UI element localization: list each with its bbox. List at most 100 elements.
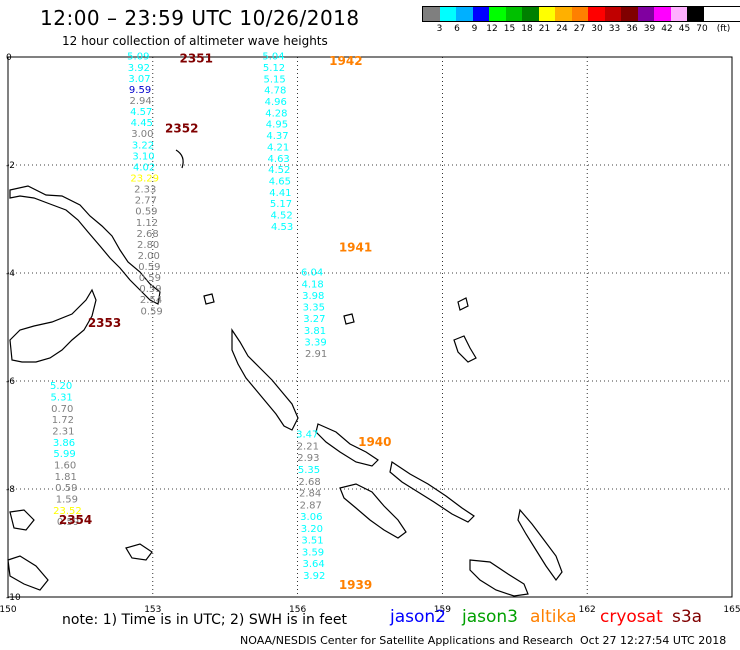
legend-value: 6 <box>454 24 460 34</box>
wave-height-label: 2.68 <box>136 229 158 240</box>
coastline-islet <box>343 313 355 325</box>
pass-time-label: 2352 <box>165 122 198 136</box>
wave-height-label: 3.92 <box>303 571 325 582</box>
coastline-new-georgia <box>339 483 407 539</box>
wave-height-label: 3.22 <box>132 140 154 151</box>
satellite-legend-altika: altika <box>530 607 577 627</box>
legend-value: 36 <box>626 24 638 34</box>
wave-height-label: 2.77 <box>135 196 157 207</box>
satellite-legend-s3a: s3a <box>672 607 703 627</box>
wave-height-label: 5.09 <box>127 52 149 63</box>
wave-height-label: 5.15 <box>263 74 285 85</box>
wave-height-label: 3.07 <box>128 74 150 85</box>
wave-height-label: 9.59 <box>129 85 151 96</box>
wave-height-label: 2.80 <box>137 240 159 251</box>
pass-time-label: 1942 <box>329 54 362 68</box>
chart-subtitle: 12 hour collection of altimeter wave hei… <box>62 34 328 48</box>
wave-height-label: 4.21 <box>267 142 289 153</box>
wave-height-label: 3.06 <box>300 512 322 523</box>
legend-swatch <box>522 7 539 21</box>
wave-height-label: 3.51 <box>301 536 323 547</box>
legend-value: 27 <box>573 24 586 34</box>
y-tick-label: -10 <box>6 593 21 603</box>
legend-swatch <box>538 7 555 21</box>
legend-swatch <box>687 7 704 21</box>
legend-value: 12 <box>486 24 498 34</box>
wave-height-label: 4.37 <box>266 131 288 142</box>
x-tick-label: 165 <box>723 605 740 615</box>
legend-value: 45 <box>678 24 691 34</box>
legend-swatch <box>588 7 605 21</box>
wave-height-label: 2.94 <box>130 96 152 107</box>
wave-height-label: 1.59 <box>56 495 78 506</box>
map-frame <box>7 56 733 598</box>
coastline-islet <box>203 293 215 305</box>
wave-height-label: 4.53 <box>271 222 293 233</box>
legend-value: 3 <box>436 24 443 34</box>
coastline-islet <box>125 543 153 561</box>
wave-height-label: 2.84 <box>299 489 321 500</box>
x-tick-label: 153 <box>144 605 161 615</box>
legend-swatch <box>670 7 687 21</box>
wave-height-label: 3.27 <box>303 314 325 325</box>
wave-height-label: 2.87 <box>300 500 322 511</box>
legend-value: 21 <box>538 24 551 34</box>
satellite-legend-jason2: jason2 <box>390 607 446 627</box>
legend-swatch <box>439 7 456 21</box>
chart-title: 12:00 – 23:59 UTC 10/26/2018 <box>40 6 360 30</box>
wave-height-label: 23.29 <box>130 173 159 184</box>
wave-height-label: 3.47 <box>296 430 318 441</box>
coastline-islet <box>175 149 184 169</box>
wave-height-label: 1.12 <box>136 218 158 229</box>
legend-value: 15 <box>503 24 516 34</box>
wave-height-label: 0.70 <box>51 404 73 415</box>
wave-height-label: 2.68 <box>298 477 320 488</box>
wave-height-label: 3.10 <box>132 151 154 162</box>
wave-height-label: 4.65 <box>269 176 291 187</box>
x-tick-label: 150 <box>0 605 17 615</box>
legend-value: 24 <box>556 24 568 34</box>
wave-height-label: 23.52 <box>53 506 82 517</box>
wave-height-label: 4.52 <box>270 210 292 221</box>
legend-swatch <box>571 7 588 21</box>
legend-value: 18 <box>521 24 533 34</box>
y-tick-label: 0 <box>6 53 12 63</box>
wave-height-label: 0.59 <box>135 207 157 218</box>
wave-height-label: 3.20 <box>301 524 323 535</box>
wave-height-color-legend: 3 6 9 12 15 18 21 24 27 30 33 36 39 42 45 70 (ft) <box>422 6 740 36</box>
y-tick-label: -6 <box>6 377 15 387</box>
legend-swatch <box>604 7 621 21</box>
altimeter-tracks: 5.093.923.079.592.944.574.453.003.223.10… <box>50 52 327 582</box>
legend-value: 70 <box>696 24 708 34</box>
wave-height-label: 4.41 <box>269 188 291 199</box>
y-tick-label: -8 <box>6 485 15 495</box>
coastline-santa-isabel <box>389 461 475 523</box>
wave-height-label: 0.59 <box>139 273 161 284</box>
map-grid: 150 153 156 159 162 165 0 -2 -4 -6 -8 -10 <box>0 53 740 615</box>
satellite-legend-jason3: jason3 <box>462 607 518 627</box>
y-tick-label: -4 <box>6 269 15 279</box>
footer-timestamp: Oct 27 12:27:54 UTC 2018 <box>580 634 727 647</box>
wave-height-label: 5.99 <box>53 449 75 460</box>
wave-height-label: 0.59 <box>139 284 161 295</box>
coastline-new-ireland <box>9 185 161 305</box>
footer-note: note: 1) Time is in UTC; 2) SWH is in fe… <box>62 612 348 628</box>
pass-time-label: 2351 <box>180 51 213 65</box>
legend-swatch <box>472 7 489 21</box>
coastline-islet <box>453 335 477 363</box>
wave-height-label: 5.35 <box>298 465 320 476</box>
pass-time-labels: 2351 1942 2352 1941 2353 1940 2354 1939 <box>59 51 392 592</box>
wave-height-label: 4.57 <box>130 107 152 118</box>
legend-swatch <box>505 7 522 21</box>
wave-height-label: 4.78 <box>264 86 286 97</box>
wave-height-label: 3.86 <box>53 438 75 449</box>
wave-height-label: 2.33 <box>134 185 156 196</box>
coastline-bougainville <box>231 328 299 431</box>
wave-height-label: 3.39 <box>304 337 326 348</box>
coastline-malaita <box>517 508 563 582</box>
wave-height-label: 5.17 <box>270 199 292 210</box>
wave-height-label: 3.92 <box>128 63 150 74</box>
satellite-legend-cryosat: cryosat <box>600 607 663 627</box>
coastline-guadalcanal <box>469 559 529 597</box>
